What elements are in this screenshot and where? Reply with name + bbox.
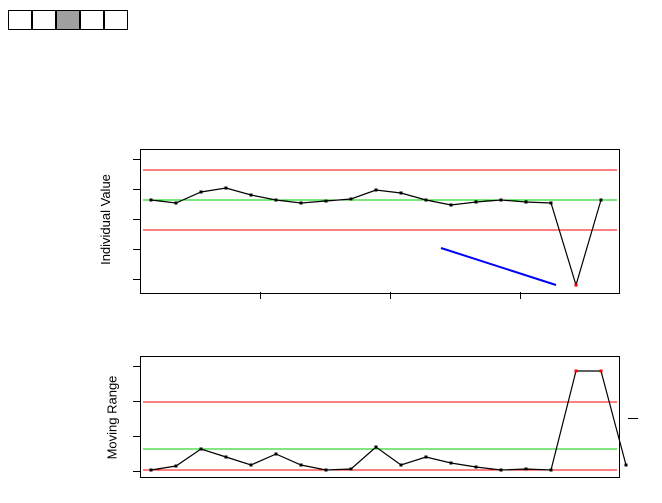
- legend-swatch-1: [8, 10, 32, 30]
- legend-swatch-3: [56, 10, 80, 30]
- moving-range-plot: [140, 356, 620, 478]
- individual-value-plot: [140, 149, 620, 294]
- moving-range-ylabel: Moving Range: [104, 376, 119, 460]
- legend-swatch-5: [104, 10, 128, 30]
- legend-swatch-4: [80, 10, 104, 30]
- legend-swatches: [8, 10, 128, 30]
- individual-value-ylabel: Individual Value: [98, 174, 113, 265]
- legend-swatch-2: [32, 10, 56, 30]
